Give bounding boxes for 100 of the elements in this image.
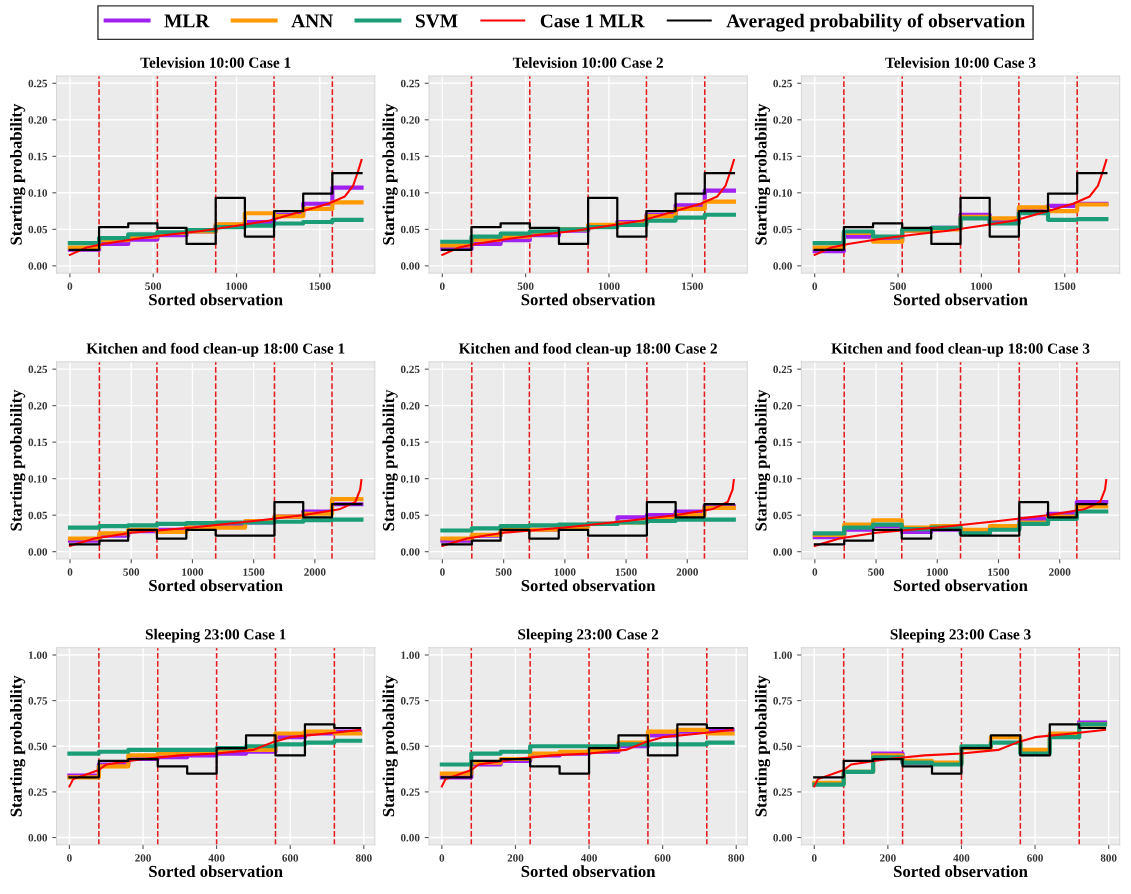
x-tick-label: 0	[439, 854, 445, 862]
y-tick-label: 0.15	[28, 152, 48, 161]
y-tick-label: 0.05	[773, 225, 792, 234]
y-axis-title: Starting probability	[10, 389, 26, 531]
y-tick-label: 0.00	[400, 262, 420, 270]
x-tick-label: 1500	[1054, 282, 1076, 290]
y-tick-label: 0.05	[28, 225, 48, 234]
y-tick-label: 0.15	[773, 438, 792, 447]
x-tick-label: 1500	[988, 568, 1010, 576]
y-tick-label: 0.25	[773, 365, 792, 374]
x-tick-label: 800	[728, 854, 745, 862]
x-tick-label: 1000	[182, 568, 204, 576]
legend-label: MLR	[164, 14, 210, 28]
y-tick-label: 0.10	[400, 189, 420, 197]
y-tick-label: 0.00	[773, 262, 792, 270]
y-tick-label: 0.00	[28, 833, 48, 842]
x-tick-label: 1500	[309, 282, 331, 290]
x-tick-label: 200	[879, 854, 896, 862]
y-axis-title: Starting probability	[382, 675, 398, 817]
y-tick-label: 0.50	[773, 742, 792, 751]
chart-title: Television 10:00 Case 1	[140, 57, 291, 68]
y-tick-label: 0.10	[28, 189, 48, 197]
x-axis-title: Sorted observation	[894, 579, 1028, 592]
chart-title: Sleeping 23:00 Case 1	[145, 628, 286, 643]
x-tick-label: 1000	[598, 282, 620, 290]
x-tick-label: 2000	[304, 568, 326, 576]
x-tick-label: 0	[67, 854, 72, 862]
x-axis-title: Sorted observation	[149, 865, 283, 878]
x-tick-label: 1000	[226, 282, 248, 290]
y-tick-label: 0.15	[400, 152, 420, 161]
y-tick-label: 0.05	[400, 225, 420, 234]
chart-title: Kitchen and food clean-up 18:00 Case 3	[831, 342, 1090, 357]
y-tick-label: 0.25	[28, 79, 48, 88]
legend-label: Averaged probability of observation	[726, 13, 1025, 32]
y-tick-label: 0.20	[400, 402, 420, 410]
x-tick-label: 1000	[927, 568, 948, 576]
chart-title: Television 10:00 Case 3	[885, 57, 1036, 68]
y-axis-title: Starting probability	[10, 103, 26, 245]
y-tick-label: 0.10	[773, 189, 792, 197]
chart-title: Sleeping 23:00 Case 2	[518, 628, 659, 643]
x-tick-label: 0	[812, 282, 818, 290]
y-tick-label: 0.20	[773, 402, 792, 410]
x-tick-label: 200	[135, 854, 151, 862]
legend-label: SVM	[415, 14, 458, 28]
x-tick-label: 1500	[682, 282, 703, 290]
x-tick-label: 800	[355, 854, 372, 862]
chart-title: Kitchen and food clean-up 18:00 Case 2	[458, 342, 717, 357]
y-tick-label: 0.05	[400, 511, 420, 520]
x-tick-label: 500	[145, 282, 162, 290]
y-tick-label: 0.25	[28, 365, 48, 374]
y-axis-title: Starting probability	[10, 675, 26, 817]
y-tick-label: 0.10	[773, 475, 792, 483]
y-tick-label: 0.25	[400, 365, 420, 374]
y-tick-label: 0.00	[28, 548, 48, 556]
y-axis-title: Starting probability	[382, 389, 398, 531]
y-tick-label: 0.25	[28, 788, 48, 796]
y-tick-label: 0.20	[400, 116, 420, 124]
x-tick-label: 600	[654, 854, 671, 862]
y-tick-label: 0.00	[773, 548, 792, 556]
x-tick-label: 0	[67, 568, 73, 576]
y-tick-label: 1.00	[773, 651, 792, 660]
y-tick-label: 0.25	[773, 79, 792, 88]
y-tick-label: 1.00	[401, 651, 420, 660]
chart-title: Kitchen and food clean-up 18:00 Case 1	[86, 342, 345, 357]
x-tick-label: 600	[1027, 854, 1043, 862]
y-tick-label: 0.20	[28, 402, 48, 410]
x-axis-title: Sorted observation	[521, 293, 656, 306]
y-tick-label: 0.00	[400, 833, 420, 842]
x-tick-label: 400	[580, 854, 597, 862]
x-axis-title: Sorted observation	[149, 293, 283, 306]
x-axis-title: Sorted observation	[894, 293, 1028, 306]
x-axis-title: Sorted observation	[894, 865, 1028, 878]
chart-title: Television 10:00 Case 2	[512, 57, 663, 68]
y-tick-label: 0.20	[773, 116, 792, 124]
x-tick-label: 1000	[971, 282, 993, 290]
x-tick-label: 500	[890, 282, 906, 290]
y-tick-label: 0.10	[28, 475, 48, 483]
x-tick-label: 600	[282, 854, 299, 862]
x-tick-label: 800	[1100, 854, 1117, 862]
y-axis-title: Starting probability	[754, 103, 771, 245]
x-tick-label: 0	[67, 282, 73, 290]
x-axis-title: Sorted observation	[521, 865, 656, 878]
x-tick-label: 0	[811, 854, 817, 862]
x-axis-title: Sorted observation	[149, 579, 283, 592]
y-tick-label: 0.00	[773, 833, 792, 842]
chart-title: Sleeping 23:00 Case 3	[890, 628, 1031, 643]
y-axis-title: Starting probability	[382, 103, 398, 245]
y-tick-label: 0.25	[400, 788, 420, 796]
legend-label: Case 1 MLR	[540, 14, 645, 28]
x-tick-label: 0	[440, 568, 445, 576]
y-tick-label: 0.75	[400, 697, 420, 705]
y-tick-label: 0.15	[28, 438, 48, 447]
x-tick-label: 0	[812, 568, 818, 576]
x-tick-label: 500	[868, 568, 884, 576]
y-tick-label: 0.15	[400, 438, 420, 447]
y-tick-label: 0.50	[28, 742, 48, 751]
x-tick-label: 1500	[243, 568, 265, 576]
y-axis-title: Starting probability	[754, 389, 771, 531]
y-tick-label: 0.00	[400, 548, 420, 556]
x-tick-label: 1500	[615, 568, 637, 576]
